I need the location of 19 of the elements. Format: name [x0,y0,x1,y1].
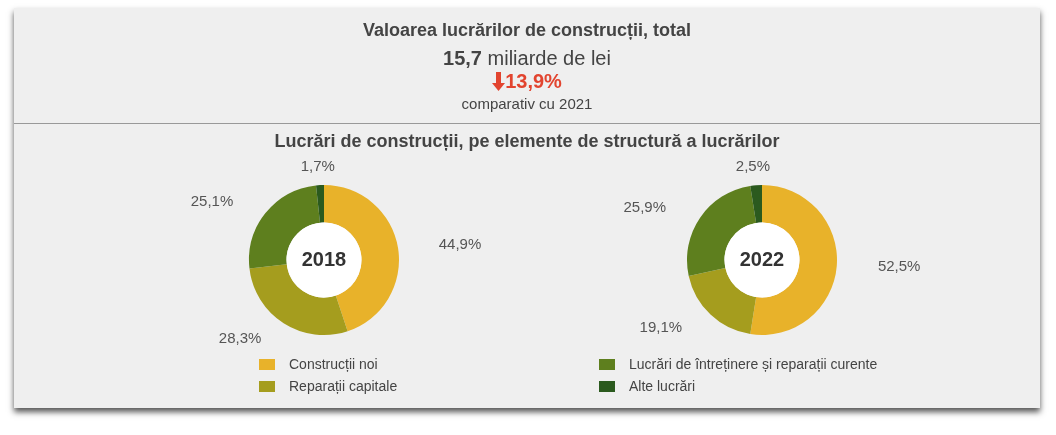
text: comparativ cu 2021 [460,95,594,112]
data-label: 52,5% [877,257,921,275]
data-label: 25,9% [623,197,667,215]
text: Valoarea lucrărilor de construcții, total [361,20,693,41]
data-label: 44,9% [438,235,482,253]
data-label: 28,3% [218,328,262,346]
text: 15,7 miliarde de lei [442,47,612,70]
legend-label: Alte lucrări [629,378,696,394]
data-label: 25,1% [190,191,234,209]
text: Lucrări de construcții, pe elemente de structură a lucrărilor [273,131,781,152]
data-label: 19,1% [639,317,683,335]
data-label: 2,5% [735,157,770,175]
data-label: 1,7% [300,157,335,175]
text: 2022 [739,247,785,270]
text: 13,9% [505,70,562,93]
legend-label: Construcții noi [289,356,378,372]
legend-label: Reparații capitale [289,378,398,394]
text: 2018 [301,247,347,270]
legend-label: Lucrări de întreținere și reparații curente [629,356,878,372]
